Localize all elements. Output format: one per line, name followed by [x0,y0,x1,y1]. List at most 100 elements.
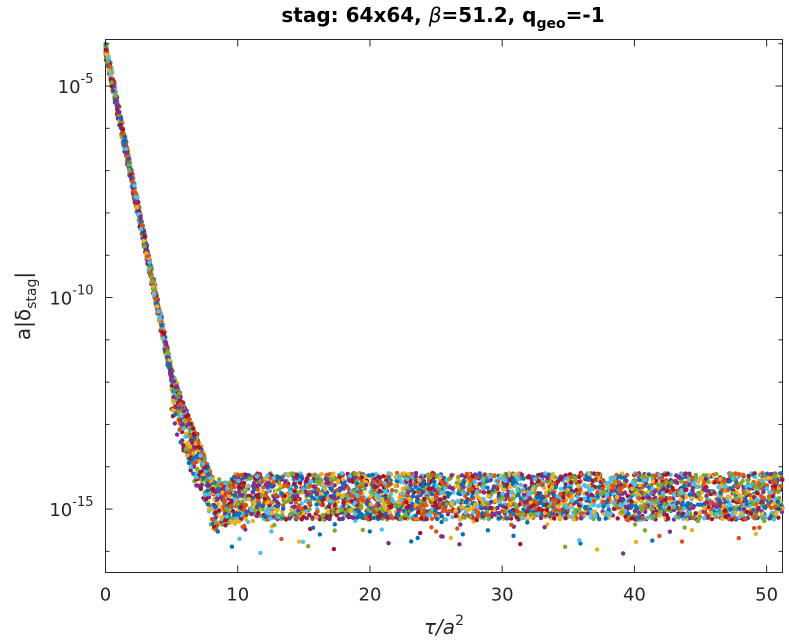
data-point [103,47,108,52]
data-point [682,525,687,530]
data-point [754,497,759,502]
data-point [486,494,491,499]
data-point [278,476,284,481]
data-point [779,477,785,483]
data-point [664,479,669,485]
data-point [483,505,488,511]
data-point [651,510,656,515]
data-point [689,527,695,533]
data-point [180,422,185,427]
data-point [528,500,533,505]
data-point [456,474,461,479]
data-point [741,488,746,493]
data-point [334,512,339,517]
data-point [512,512,517,517]
data-point [365,507,370,512]
data-point [335,509,340,514]
data-point [515,487,520,493]
data-point [742,496,748,501]
data-point [491,484,497,490]
data-point [204,483,210,488]
data-point [733,506,738,512]
title-q-subscript: geo [537,16,567,32]
data-point [736,472,742,477]
data-point [445,494,451,499]
data-point [694,484,699,489]
data-point [371,515,377,521]
data-point [746,473,751,479]
data-point [354,481,360,486]
data-point [382,481,387,486]
data-point [652,489,657,494]
data-point [438,497,443,502]
data-point [634,472,639,477]
data-point [517,512,523,518]
data-point [330,507,335,512]
data-point [680,511,686,516]
data-point [363,482,369,488]
data-point [730,476,736,481]
data-point [699,496,704,501]
data-point [219,522,225,527]
data-point [727,478,733,484]
data-point [359,495,365,500]
data-point [538,515,544,521]
data-point [269,506,274,511]
data-point [425,472,431,477]
data-point [558,486,564,491]
data-point [191,456,196,462]
data-point [545,475,550,481]
data-point [621,551,626,556]
data-point [187,444,193,449]
data-point [633,490,639,496]
data-point [228,504,233,509]
data-point [199,482,204,488]
data-point [365,512,370,517]
data-point [650,538,655,543]
data-point [353,471,358,477]
data-point [434,504,439,509]
data-point [243,516,249,522]
data-point [736,535,741,541]
data-point [738,481,743,487]
data-point [646,495,652,500]
data-point [625,493,630,498]
data-point [319,471,324,477]
data-point [731,490,736,496]
data-point [523,483,528,489]
data-point [262,496,268,502]
data-point [277,487,282,492]
data-point [761,496,767,501]
data-point [188,437,194,443]
data-point [630,486,635,491]
data-point [326,504,332,509]
data-point [595,490,600,495]
data-point [729,517,735,522]
data-point [420,480,426,485]
data-point [536,511,541,516]
data-point [274,508,280,513]
data-point [254,474,260,479]
data-point [757,525,762,530]
data-point [566,493,571,498]
data-point [771,517,777,522]
data-point [546,472,551,477]
data-point [497,499,503,504]
data-point [493,498,498,503]
data-point [314,492,319,497]
data-point [340,516,345,521]
data-point [771,501,777,506]
data-point [238,493,243,498]
data-point [310,473,315,478]
data-point [772,474,777,479]
data-point [453,513,459,519]
chart-title: stag: 64x64, β=51.2, qgeo=-1 [281,3,604,32]
data-point [672,478,678,484]
data-point [603,516,608,521]
data-point [238,504,244,510]
data-point [542,485,547,491]
data-point [559,501,564,506]
data-point [671,503,676,508]
data-point [295,493,300,499]
